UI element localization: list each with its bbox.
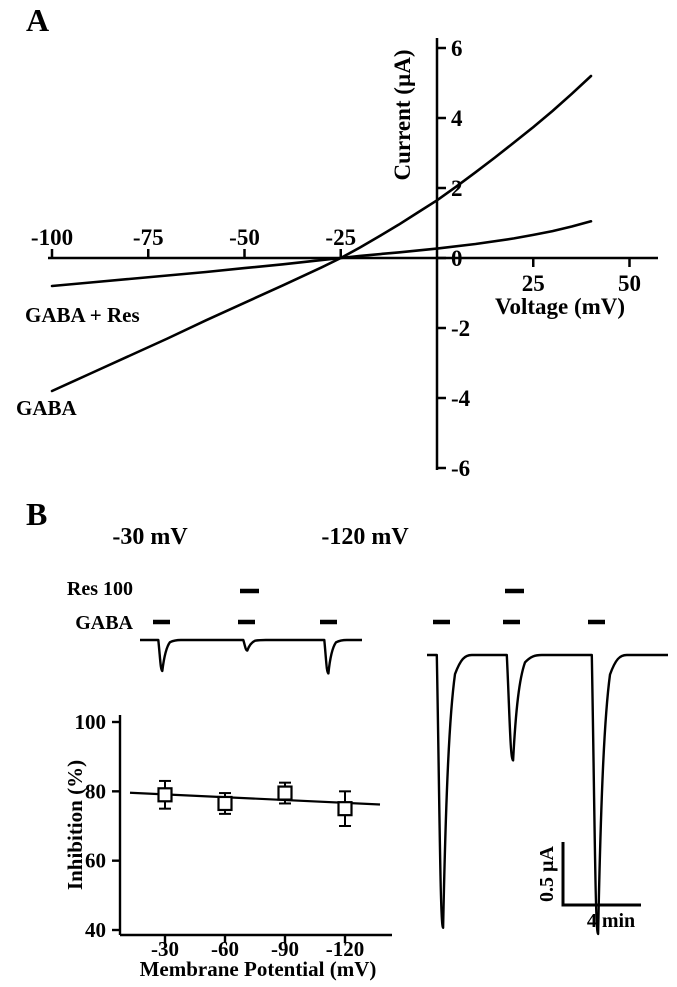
gaba-trace-label: GABA xyxy=(75,612,133,634)
iv-curve-gaba xyxy=(50,74,593,393)
voltage-axis-title: Voltage (mV) xyxy=(494,294,626,319)
data-point-square xyxy=(157,787,173,803)
curve-label-gaba-res: GABA + Res xyxy=(25,303,140,327)
inhibition-axis-title: Inhibition (%) xyxy=(63,759,87,891)
data-point-square xyxy=(277,785,293,801)
inhibition-y-tick-label: 100 xyxy=(75,710,107,734)
x-tick-label: -75 xyxy=(133,225,164,250)
inhibition-x-tick-label: -120 xyxy=(326,937,365,961)
res-100-label: Res 100 xyxy=(66,578,133,600)
data-point-square xyxy=(337,801,353,817)
current-axis-title: Current (µA) xyxy=(390,49,415,181)
y-tick-label: 6 xyxy=(451,36,463,61)
y-tick-label: 0 xyxy=(451,246,463,271)
inhibition-y-tick-label: 80 xyxy=(85,779,106,803)
inhibition-x-tick-label: -30 xyxy=(151,937,179,961)
x-tick-label: 25 xyxy=(522,271,545,296)
trace-right-title: -120 mV xyxy=(321,524,409,550)
x-tick-label: 50 xyxy=(618,271,641,296)
scale-bar-vertical-label: 0.5 µA xyxy=(536,846,558,902)
trace-minus120mv xyxy=(427,653,668,936)
scale-bar xyxy=(561,842,641,907)
curve-label-gaba: GABA xyxy=(16,396,77,420)
inhibition-y-tick-label: 40 xyxy=(85,918,106,942)
iv-curve-gaba-res xyxy=(50,220,593,288)
inhibition-x-tick-label: -60 xyxy=(211,937,239,961)
y-tick-label: -6 xyxy=(451,456,470,481)
y-tick-label: 4 xyxy=(451,106,463,131)
y-tick-label: 2 xyxy=(451,176,463,201)
inhibition-x-tick-label: -90 xyxy=(271,937,299,961)
y-tick-label: -2 xyxy=(451,316,470,341)
data-point-square xyxy=(217,795,233,812)
membrane-potential-axis-title: Membrane Potential (mV) xyxy=(139,957,377,981)
trace-left-title: -30 mV xyxy=(112,524,188,550)
x-tick-label: -50 xyxy=(229,225,260,250)
x-tick-label: -25 xyxy=(325,225,356,250)
panel-a-iv-chart: -100 -75 -50 -25 25 50 6 4 2 0 -2 -4 -6 xyxy=(31,36,658,481)
x-tick-label: -100 xyxy=(31,225,73,250)
trace-minus30mv xyxy=(140,638,362,675)
inhibition-y-tick-label: 60 xyxy=(85,849,106,873)
y-tick-label: -4 xyxy=(451,386,471,411)
panel-b-chart: 100 80 60 40 -30 -60 -90 -120 xyxy=(75,588,668,961)
panel-a-label: A xyxy=(26,2,50,38)
scale-bar-horizontal-label: 4 min xyxy=(586,910,636,932)
panel-b-label: B xyxy=(26,496,48,532)
